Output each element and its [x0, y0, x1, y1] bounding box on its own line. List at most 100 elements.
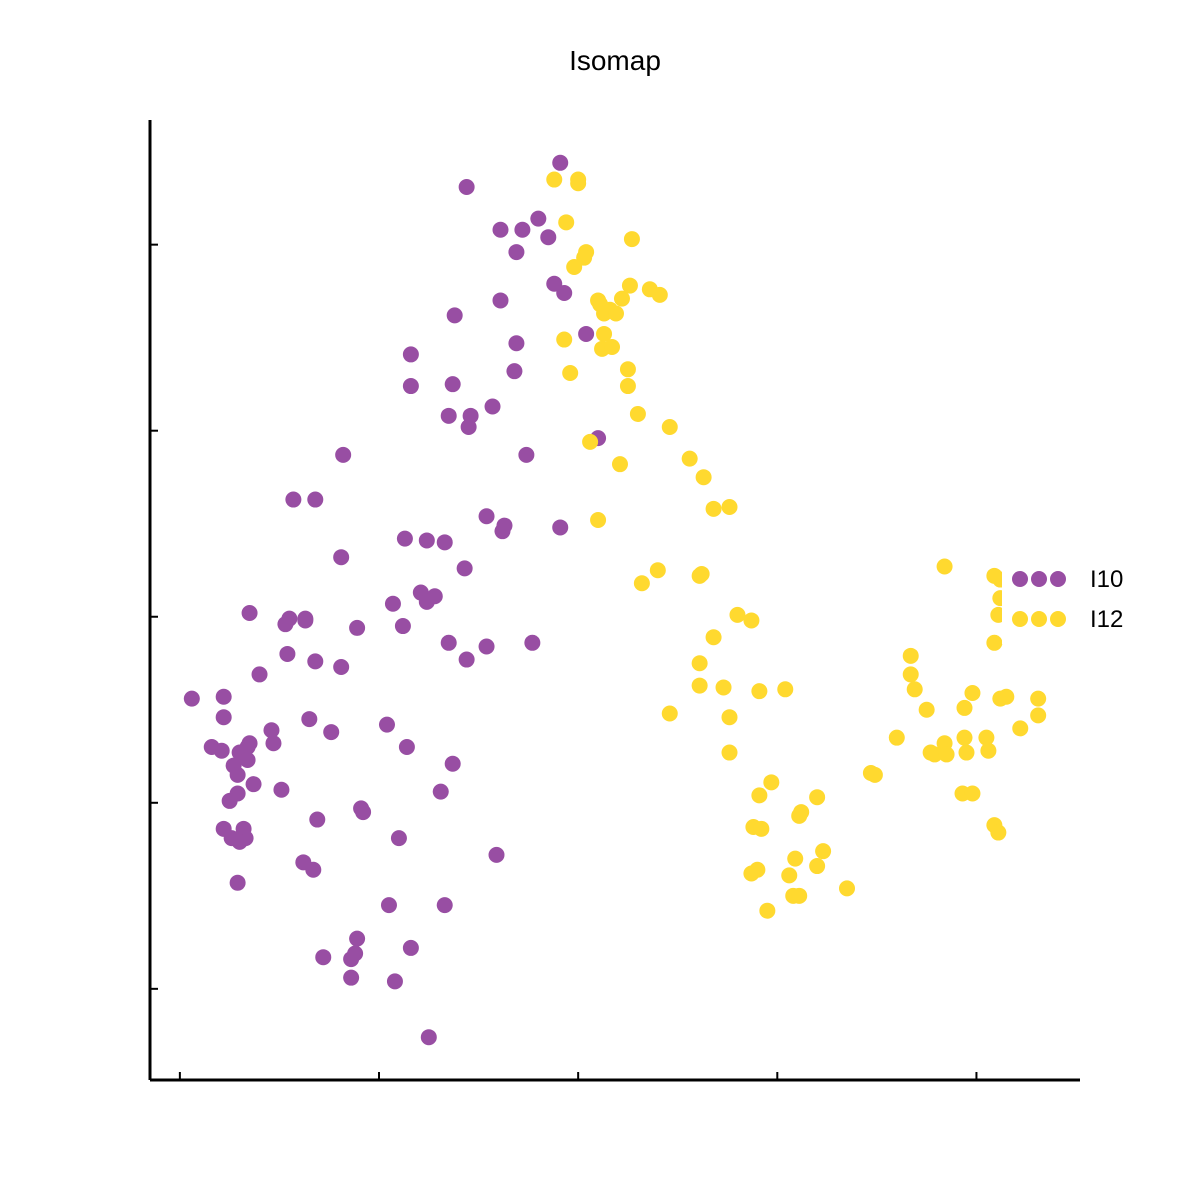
- data-point: [315, 949, 332, 966]
- data-point: [458, 651, 475, 668]
- data-point: [265, 735, 282, 752]
- data-point: [777, 681, 794, 698]
- data-point: [619, 361, 636, 378]
- data-point: [906, 681, 923, 698]
- data-point: [343, 969, 360, 986]
- data-point: [436, 897, 453, 914]
- data-point: [394, 618, 411, 635]
- data-point: [613, 290, 630, 307]
- data-point: [556, 331, 573, 348]
- data-point: [964, 685, 981, 702]
- data-point: [633, 575, 650, 592]
- data-point: [582, 433, 599, 450]
- data-point: [402, 346, 419, 363]
- legend-marker: [1050, 611, 1066, 627]
- data-point: [384, 595, 401, 612]
- data-point: [715, 679, 732, 696]
- data-point: [705, 629, 722, 646]
- data-point: [323, 724, 340, 741]
- data-point: [604, 338, 621, 355]
- data-point: [926, 746, 943, 763]
- data-point: [484, 398, 501, 415]
- data-point: [508, 335, 525, 352]
- data-point: [420, 1029, 437, 1046]
- data-point: [380, 897, 397, 914]
- legend-label: I12: [1090, 606, 1123, 633]
- data-point: [552, 154, 569, 171]
- data-point: [918, 701, 935, 718]
- data-point: [524, 634, 541, 651]
- data-point: [492, 221, 509, 238]
- data-point: [729, 606, 746, 623]
- data-point: [751, 787, 768, 804]
- data-point: [245, 776, 262, 793]
- data-point: [231, 833, 248, 850]
- legend-marker: [1031, 611, 1047, 627]
- data-point: [301, 711, 318, 728]
- data-point: [839, 880, 856, 897]
- data-point: [749, 861, 766, 878]
- data-point: [456, 560, 473, 577]
- data-point: [791, 807, 808, 824]
- data-point: [556, 285, 573, 302]
- data-point: [530, 210, 547, 227]
- data-point: [649, 562, 666, 579]
- data-point: [518, 446, 535, 463]
- data-point: [514, 221, 531, 238]
- data-point: [333, 658, 350, 675]
- data-point: [418, 532, 435, 549]
- data-point: [590, 512, 607, 528]
- data-point: [307, 653, 324, 670]
- data-point: [402, 378, 419, 395]
- data-point: [958, 744, 975, 761]
- data-point: [809, 858, 826, 875]
- data-point: [651, 286, 668, 303]
- data-point: [460, 418, 477, 435]
- data-point: [440, 407, 457, 424]
- series-1: [546, 171, 1047, 919]
- data-point: [1030, 690, 1047, 707]
- data-point: [506, 363, 523, 380]
- data-point: [781, 867, 798, 884]
- legend-label: I10: [1090, 566, 1123, 593]
- data-point: [540, 229, 557, 246]
- data-point: [297, 612, 314, 629]
- data-point: [1012, 720, 1029, 737]
- data-point: [229, 766, 246, 783]
- data-point: [221, 792, 238, 809]
- data-point: [478, 638, 495, 655]
- data-point: [273, 781, 290, 798]
- data-point: [990, 824, 1007, 841]
- data-point: [436, 534, 453, 551]
- data-point: [546, 171, 563, 188]
- data-point: [888, 729, 905, 746]
- data-point: [956, 729, 973, 746]
- data-point: [347, 945, 364, 962]
- data-point: [695, 469, 712, 486]
- data-point: [978, 729, 995, 746]
- data-point: [998, 688, 1015, 705]
- data-point: [619, 378, 636, 395]
- data-point: [578, 325, 595, 342]
- data-point: [229, 874, 246, 891]
- data-point: [721, 709, 738, 726]
- data-point: [1030, 707, 1047, 724]
- data-point: [251, 666, 268, 683]
- data-point: [444, 376, 461, 393]
- data-point: [307, 491, 324, 508]
- data-point: [809, 789, 826, 806]
- data-point: [494, 523, 511, 540]
- legend-marker: [1012, 611, 1028, 627]
- data-point: [815, 843, 832, 860]
- data-point: [596, 305, 613, 322]
- data-point: [402, 939, 419, 956]
- data-point: [566, 258, 583, 275]
- data-point: [693, 565, 710, 582]
- data-point: [444, 755, 461, 772]
- data-point: [552, 519, 569, 536]
- data-point: [558, 214, 575, 231]
- chart-axes: [148, 120, 1080, 1082]
- data-point: [938, 746, 955, 763]
- data-point: [215, 688, 232, 705]
